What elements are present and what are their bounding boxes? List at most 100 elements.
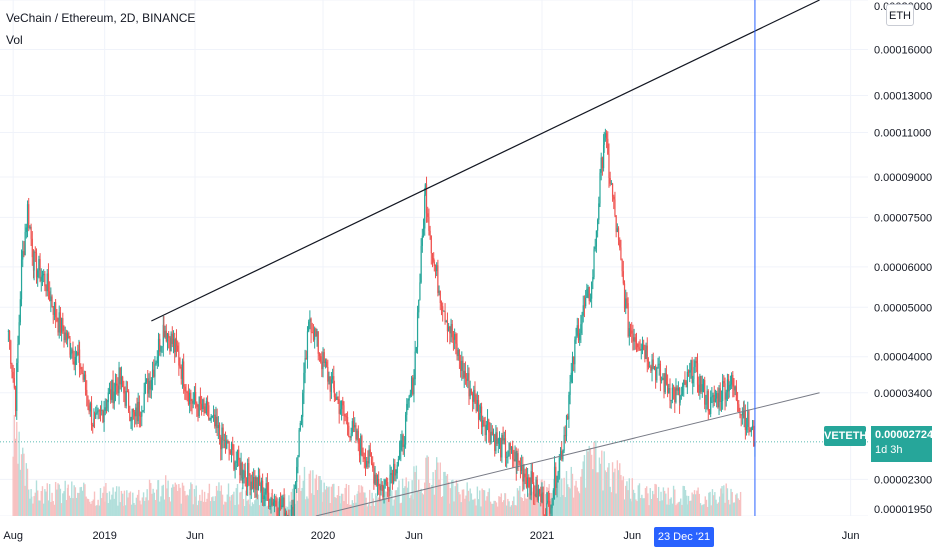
volume-bar [565,471,568,516]
candle-body [324,361,327,363]
volume-bar [657,486,660,516]
volume-bar [249,491,251,516]
candle-body [753,425,755,447]
candle-body [26,204,29,228]
volume-bar [718,496,721,516]
volume-bar [411,480,413,516]
candle-body [232,444,234,450]
candle-body [69,338,71,355]
candle-body [187,392,190,405]
volume-bar [122,505,124,516]
price-axis-label: 0.00004000 [874,352,932,364]
trendlines[interactable] [151,0,820,517]
volume-bar [504,493,507,516]
candle-body [650,366,652,371]
candle-body [64,332,66,341]
candle-body [442,306,444,312]
candle-body [750,428,752,432]
candle-body [43,273,45,276]
candle-body [607,138,609,154]
volume-bar [59,488,62,516]
volume-bar [221,494,224,516]
volume-bar [444,471,446,516]
candle-body [370,455,373,464]
candle-body [128,391,130,412]
chart-title: VeChain / Ethereum, 2D, BINANCE [6,11,196,25]
volume-bar [699,503,702,516]
candle-body [254,477,256,490]
candle-body [731,374,733,385]
volume-bar [476,486,479,516]
volume-bar [165,475,167,516]
candle-body [336,396,338,400]
candle-body [580,324,582,334]
volume-bar [671,503,674,516]
candle-body [460,361,462,371]
volume-bar [509,506,511,516]
candle-body [732,374,734,387]
candle-body [160,346,162,352]
volume-bar [578,493,581,516]
candle-body [683,379,685,387]
candle-body [343,405,345,414]
volume-bar [413,466,415,516]
volume-bar [109,499,112,516]
volume-bar [182,485,185,516]
volume-bar [53,504,56,516]
candle-body [538,489,541,494]
volume-bar [300,491,302,516]
currency-button[interactable]: ETH [886,4,914,26]
candle-body [229,450,231,454]
candle-body [469,388,471,397]
candle-body [218,425,221,438]
volume-bar [44,489,46,516]
volume-bar [580,476,582,516]
volume-bar [67,484,69,516]
volume-bar [46,483,48,516]
candle-body [711,396,713,398]
candle-body [240,462,242,476]
candle-body [691,360,693,384]
candle-body [374,474,376,484]
volume-bar [83,482,85,516]
volume-bar [446,474,449,516]
candle-body [154,364,156,377]
volume-bar [643,498,645,516]
candle-body [297,456,299,467]
candle-body [35,252,38,278]
candle-body [524,473,526,478]
candle-body [592,277,594,282]
candle-body [227,440,229,442]
candle-body [170,333,172,352]
volume-bar [513,496,515,516]
volume-bar [123,490,126,516]
volume-bar [523,493,526,516]
candle-body [546,500,548,503]
volume-bar [290,491,293,516]
time-axis[interactable]: Aug 2019 Jun 2020 Jun 2021 Jun Jun [0,516,932,550]
candle-body [388,490,390,492]
volume-bar [373,505,376,516]
volume-bar [239,492,241,516]
volume-bar [574,485,576,516]
volume-bar [447,481,450,516]
candle-body [311,332,313,334]
candle-body [644,350,646,359]
volume-bar [716,503,718,516]
volume-bar [614,468,616,516]
candle-body [200,403,203,410]
candle-body [206,401,209,406]
volume-bar [132,492,134,516]
candle-body [298,430,300,457]
volume-bar [73,485,75,516]
volume-bar [593,442,595,516]
candle-body [216,416,218,429]
candle-body [215,416,217,427]
volume-bar [80,486,83,516]
candle-body [333,388,335,398]
candle-body [595,230,598,247]
candle-body [114,383,117,392]
candle-body [408,395,410,401]
candle-body [685,381,687,388]
